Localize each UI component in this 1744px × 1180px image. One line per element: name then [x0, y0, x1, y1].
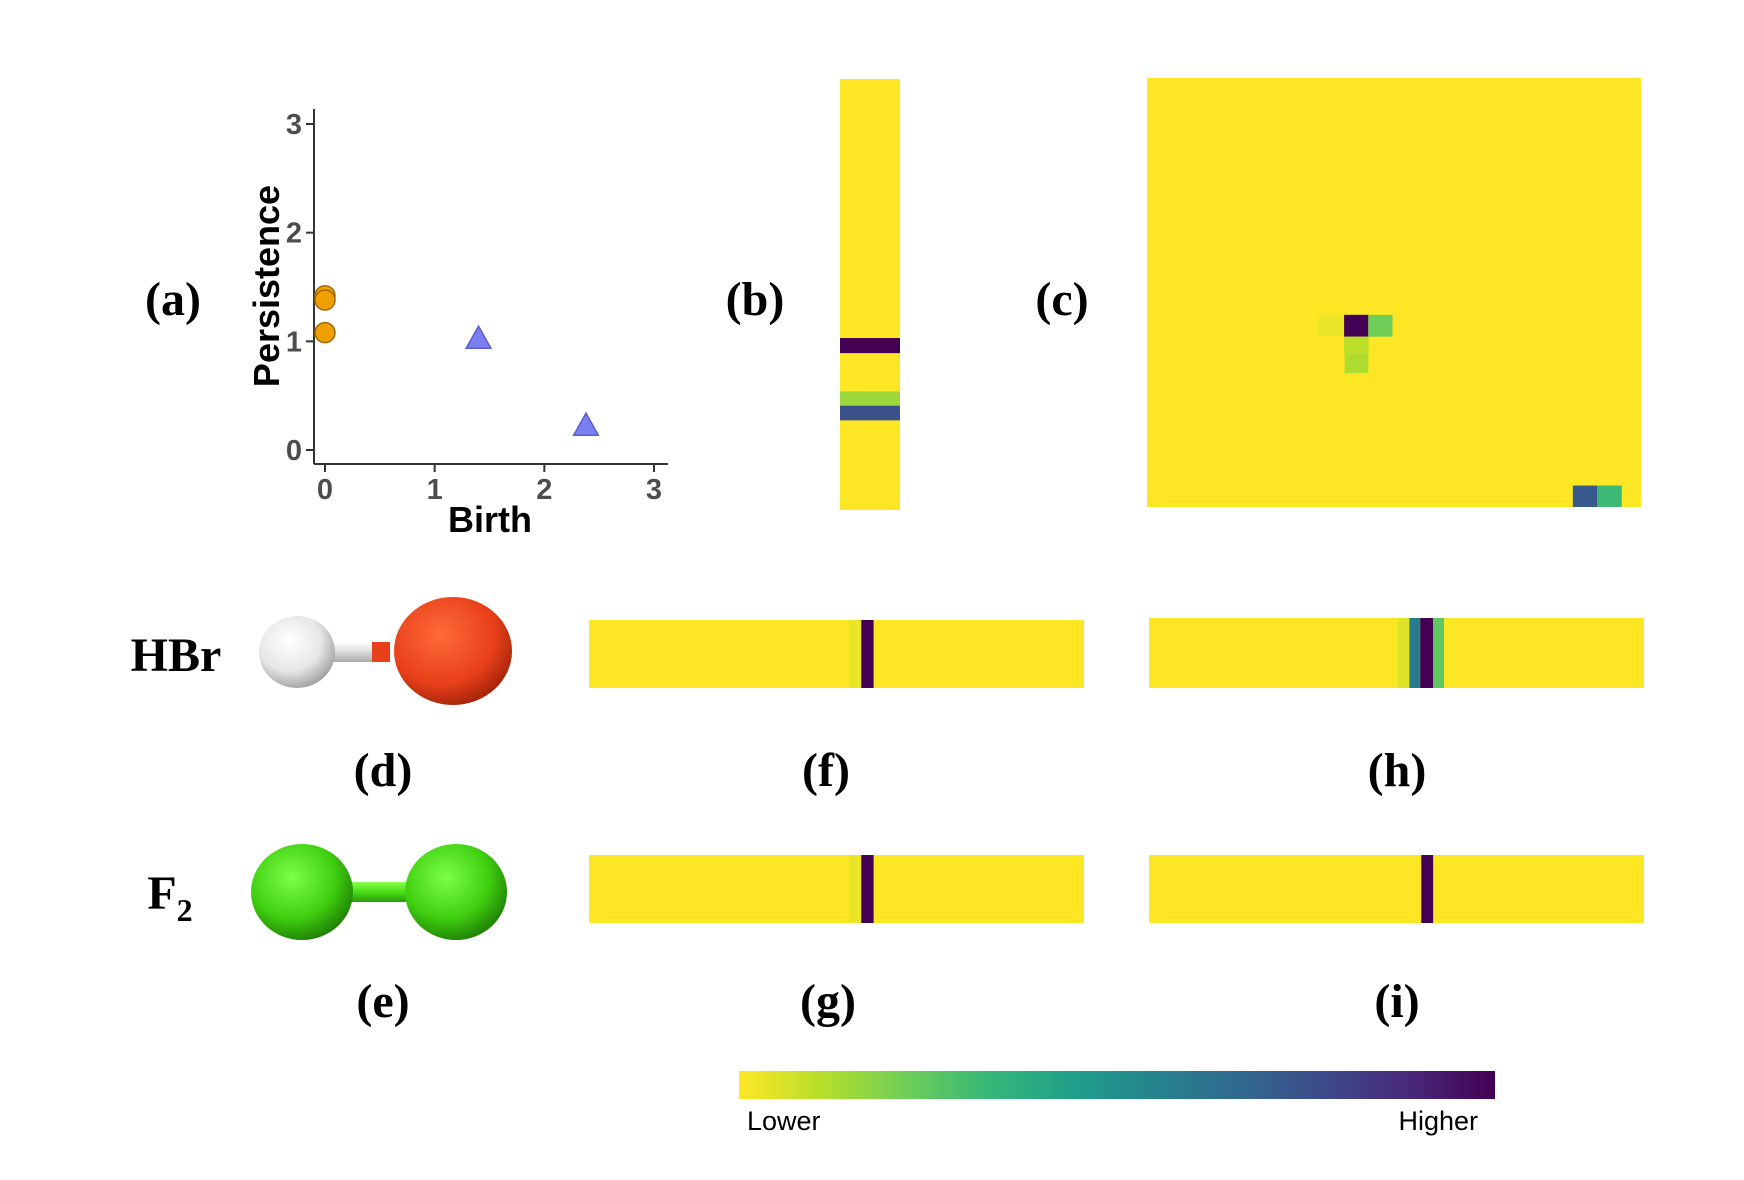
x-tick-label: 3: [646, 474, 662, 506]
panel-label-i: (i): [1374, 975, 1419, 1028]
x-ticks: 0 1 2 3: [317, 464, 662, 506]
y-tick-label: 2: [286, 218, 302, 250]
fluorine-atom-left: [251, 844, 353, 940]
molecule-label-hbr: HBr: [131, 629, 222, 682]
heatmap-band: [861, 855, 874, 923]
heatmap-background: [1149, 618, 1644, 688]
triangle-point: [572, 411, 600, 436]
persistence-diagram: 0 1 2 3 0 1 2 3 Birth Persistence: [246, 109, 668, 540]
bromine-atom: [394, 597, 512, 705]
heatmap-band: [849, 620, 862, 688]
f2-subscript: 2: [177, 892, 193, 928]
heatmap-band: [840, 391, 900, 406]
heatmap-background: [589, 620, 1084, 688]
y-tick-label: 1: [286, 326, 302, 358]
hbr-bond-red-half: [372, 642, 390, 662]
y-axis-title: Persistence: [246, 185, 287, 387]
colorbar: Lower Higher: [739, 1071, 1495, 1136]
heatmap-band: [840, 405, 900, 421]
colorbar-high-label: Higher: [1398, 1106, 1478, 1136]
heatmap-band: [1433, 618, 1445, 688]
panel-label-c: (c): [1035, 273, 1088, 326]
panel-label-g: (g): [800, 975, 856, 1028]
heatmap-background: [1149, 855, 1644, 923]
hbr-molecule: [259, 597, 512, 705]
heatmap-background: [840, 79, 900, 510]
panel-label-f: (f): [802, 744, 850, 797]
colorbar-low-label: Lower: [747, 1106, 821, 1136]
heatmap-cell: [1344, 351, 1369, 374]
heatmap-c: [1147, 78, 1641, 507]
f2-element: F: [147, 867, 176, 920]
circle-point: [314, 289, 336, 311]
panel-label-d: (d): [354, 744, 413, 797]
heatmap-background: [1147, 78, 1641, 507]
heatmap-band: [1421, 855, 1434, 923]
x-axis-title: Birth: [448, 499, 532, 540]
x-tick-label: 0: [317, 474, 333, 506]
hydrogen-atom: [259, 616, 335, 688]
heatmap-h: [1149, 618, 1644, 688]
panel-label-h: (h): [1368, 744, 1427, 797]
heatmap-cell: [1572, 485, 1598, 507]
heatmap-band: [1420, 618, 1434, 688]
heatmap-background: [589, 855, 1084, 923]
panel-label-b: (b): [726, 273, 785, 326]
heatmap-band: [1397, 618, 1410, 688]
heatmap-cell: [1597, 485, 1622, 507]
y-tick-label: 0: [286, 435, 302, 467]
x-tick-label: 1: [427, 474, 443, 506]
triangle-point: [464, 324, 493, 350]
heatmap-cell: [1344, 336, 1369, 354]
colorbar-bar: [739, 1071, 1495, 1099]
heatmap-band: [861, 620, 874, 688]
heatmap-b: [840, 79, 900, 510]
f2-molecule: [251, 844, 507, 940]
heatmap-band: [840, 338, 900, 354]
circle-point: [314, 321, 336, 344]
data-points: [314, 284, 600, 436]
heatmap-g: [589, 855, 1084, 923]
x-tick-label: 2: [536, 474, 552, 506]
heatmap-f: [589, 620, 1084, 688]
heatmap-cell: [1344, 314, 1369, 337]
molecule-label-f2: F2: [147, 867, 192, 928]
panel-label-a: (a): [145, 273, 201, 326]
heatmap-band: [1409, 618, 1421, 688]
heatmap-i: [1149, 855, 1644, 923]
heatmap-cell: [1318, 315, 1345, 337]
heatmap-cell: [1368, 314, 1393, 337]
panel-label-e: (e): [356, 975, 409, 1028]
heatmap-band: [849, 855, 862, 923]
y-tick-label: 3: [286, 109, 302, 141]
y-ticks: 0 1 2 3: [286, 109, 314, 467]
f2-bond: [340, 882, 420, 902]
fluorine-atom-right: [405, 844, 507, 940]
